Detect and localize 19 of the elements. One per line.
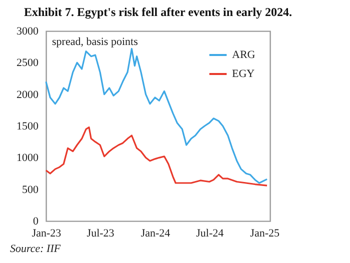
y-tick-label: 0 — [33, 216, 39, 228]
x-tick-label: Jan-23 — [32, 228, 62, 240]
y-tick-label: 2500 — [16, 57, 39, 70]
legend-label: ARG — [232, 49, 256, 61]
x-tick-label: Jan-24 — [140, 228, 171, 240]
y-tick-label: 500 — [22, 184, 39, 196]
line-series — [45, 48, 268, 184]
y-tick-label: 3000 — [16, 26, 39, 38]
y-tick-label: 1500 — [16, 120, 39, 132]
chart-title: Exhibit 7. Egypt's risk fell after events in early 2024. — [24, 5, 292, 19]
legend-label: EGY — [232, 68, 255, 80]
x-tick-label: Jul-24 — [196, 228, 224, 240]
x-tick-label: Jul-23 — [86, 228, 115, 240]
annotation: spread, basis points — [52, 36, 138, 48]
line-series — [45, 126, 268, 186]
y-tick-label: 1000 — [16, 152, 39, 164]
source-note: Source: IIF — [10, 243, 61, 255]
y-tick-label: 2000 — [16, 88, 39, 101]
x-tick-label: Jan-25 — [250, 228, 280, 240]
